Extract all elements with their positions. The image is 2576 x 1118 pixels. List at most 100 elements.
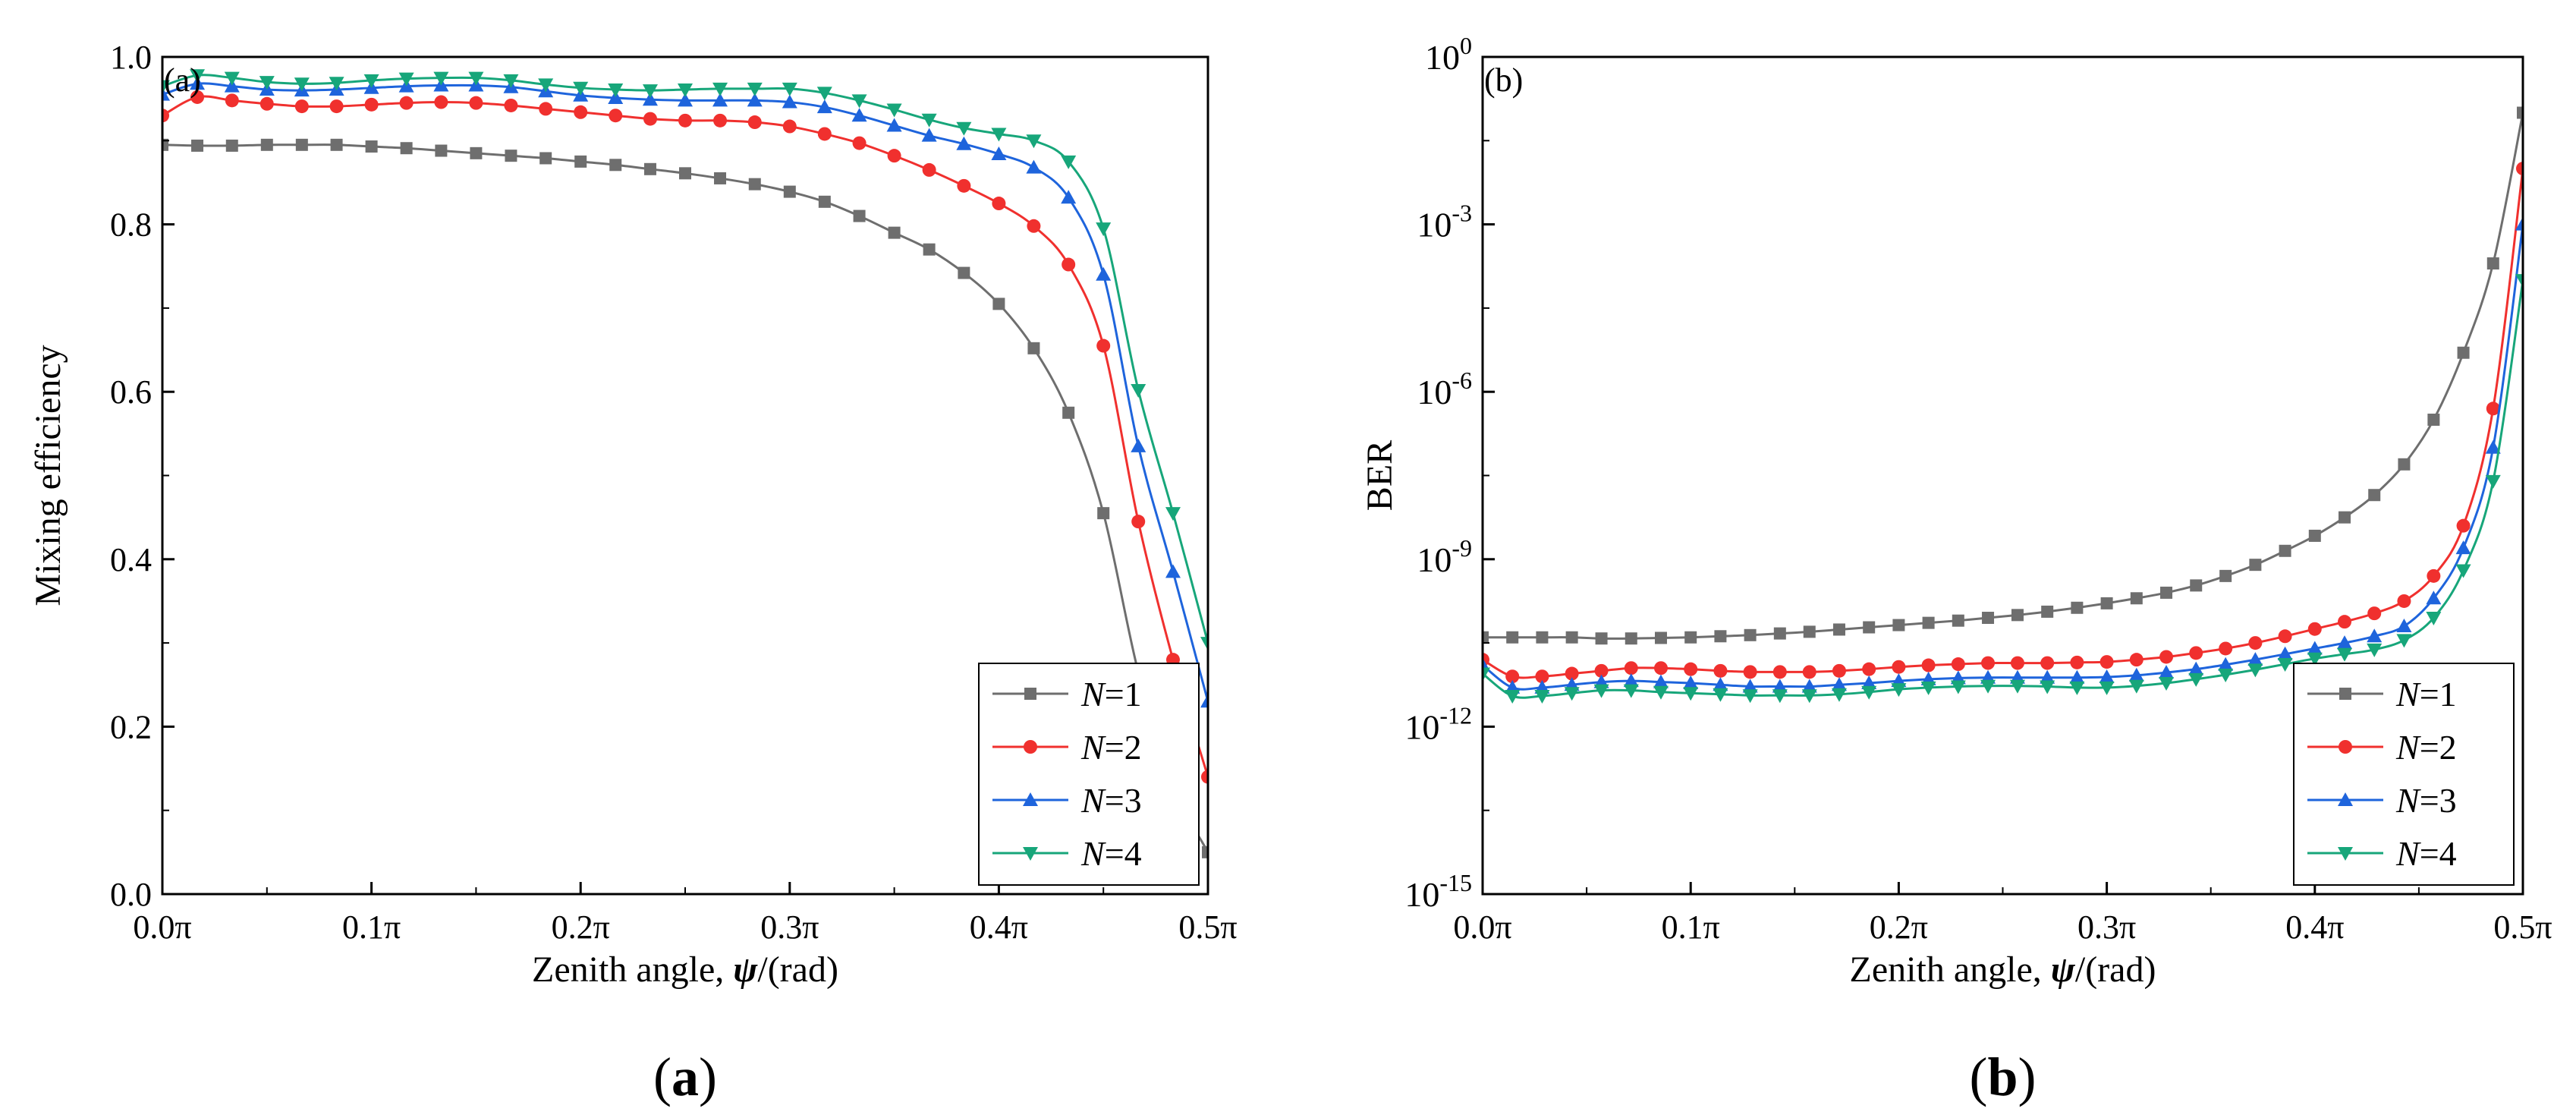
data-point bbox=[2396, 619, 2412, 633]
data-point bbox=[1202, 846, 1208, 858]
data-point bbox=[747, 93, 763, 107]
data-point bbox=[816, 87, 832, 101]
x-tick-label: 0.0π bbox=[1453, 909, 1511, 946]
y-tick-label: 1.0 bbox=[110, 39, 152, 76]
data-point bbox=[538, 78, 554, 93]
y-tick-label: 0.8 bbox=[110, 206, 152, 244]
x-tick-label: 0.5π bbox=[1178, 909, 1237, 946]
series-line bbox=[1483, 112, 2523, 640]
data-point bbox=[608, 90, 624, 105]
data-point bbox=[2517, 106, 2523, 119]
data-point bbox=[2010, 656, 2024, 670]
data-point bbox=[162, 138, 168, 151]
data-point bbox=[1201, 770, 1208, 784]
y-tick-label: 10-12 bbox=[1404, 701, 1472, 746]
data-point bbox=[260, 138, 273, 151]
data-point bbox=[1653, 661, 1668, 676]
data-point bbox=[1594, 663, 1609, 678]
data-point bbox=[2367, 628, 2383, 643]
data-point bbox=[2339, 511, 2351, 524]
data-point bbox=[2069, 669, 2085, 684]
data-point bbox=[1861, 676, 1877, 690]
data-point bbox=[574, 105, 588, 119]
data-point bbox=[2367, 643, 2383, 657]
data-point bbox=[642, 84, 658, 99]
data-point bbox=[162, 109, 169, 123]
data-point bbox=[2099, 681, 2115, 695]
data-point bbox=[1981, 656, 1996, 670]
data-point bbox=[162, 80, 170, 94]
legend-label: N=2 bbox=[2395, 728, 2457, 767]
data-point bbox=[1623, 673, 1639, 688]
data-point bbox=[2426, 612, 2442, 626]
data-point bbox=[1061, 190, 1077, 204]
x-tick-label: 0.4π bbox=[970, 909, 1028, 946]
data-point bbox=[992, 298, 1005, 310]
data-point bbox=[2219, 641, 2233, 656]
legend-box bbox=[2293, 663, 2515, 886]
data-point bbox=[539, 152, 552, 165]
data-point bbox=[851, 94, 867, 109]
data-point bbox=[539, 102, 553, 116]
data-point bbox=[1062, 406, 1075, 419]
data-point bbox=[2279, 544, 2291, 557]
data-point bbox=[748, 178, 761, 191]
data-point bbox=[2367, 606, 2382, 621]
data-point bbox=[2041, 605, 2054, 618]
data-point bbox=[1096, 266, 1112, 281]
data-point bbox=[1773, 627, 1786, 640]
data-point bbox=[886, 118, 902, 132]
legend-marker bbox=[2338, 792, 2353, 806]
data-point bbox=[329, 77, 344, 91]
data-point bbox=[747, 115, 762, 130]
y-tick-label: 100 bbox=[1425, 32, 1472, 77]
data-point bbox=[2396, 634, 2412, 648]
data-point bbox=[1505, 669, 1520, 684]
data-point bbox=[573, 81, 589, 96]
data-point bbox=[364, 97, 379, 112]
data-point bbox=[991, 128, 1007, 142]
data-point bbox=[190, 90, 205, 104]
data-point bbox=[609, 109, 623, 123]
data-point bbox=[2308, 529, 2321, 542]
data-point bbox=[1684, 662, 1698, 676]
data-point bbox=[957, 178, 971, 193]
x-tick-label: 0.2π bbox=[552, 909, 610, 946]
y-tick-label: 0.6 bbox=[110, 373, 152, 411]
data-point bbox=[1742, 689, 1758, 704]
data-point bbox=[1654, 631, 1667, 644]
x-axis-title: Zenith angle, ψ/(rad) bbox=[1850, 950, 2156, 990]
data-point bbox=[398, 72, 414, 87]
data-point bbox=[1625, 632, 1637, 645]
data-point bbox=[679, 167, 691, 180]
data-point bbox=[259, 76, 275, 90]
data-point bbox=[678, 83, 693, 98]
data-point bbox=[2040, 669, 2055, 684]
data-point bbox=[817, 127, 832, 141]
data-point bbox=[782, 94, 797, 109]
data-point bbox=[2457, 346, 2470, 359]
data-point bbox=[1713, 688, 1728, 702]
data-point bbox=[1131, 515, 1146, 529]
data-point bbox=[1131, 383, 1146, 398]
data-point bbox=[1863, 621, 1876, 634]
data-point bbox=[1891, 683, 1907, 698]
data-point bbox=[1713, 677, 1728, 691]
series-2 bbox=[162, 90, 1208, 784]
data-point bbox=[2099, 669, 2115, 683]
data-point bbox=[2219, 569, 2232, 582]
data-point bbox=[1026, 159, 1042, 174]
data-point bbox=[1772, 679, 1788, 693]
data-point bbox=[2247, 663, 2263, 678]
data-point bbox=[1982, 612, 1995, 625]
series-1 bbox=[1483, 106, 2523, 645]
y-tick-label: 0.0 bbox=[110, 876, 152, 913]
data-point bbox=[1097, 507, 1110, 520]
data-point bbox=[2100, 597, 2113, 609]
data-point bbox=[2159, 677, 2175, 691]
data-point bbox=[2128, 667, 2144, 682]
data-point bbox=[1026, 134, 1042, 149]
data-point bbox=[2486, 402, 2500, 416]
data-point bbox=[1534, 689, 1550, 704]
data-point bbox=[1061, 155, 1077, 169]
